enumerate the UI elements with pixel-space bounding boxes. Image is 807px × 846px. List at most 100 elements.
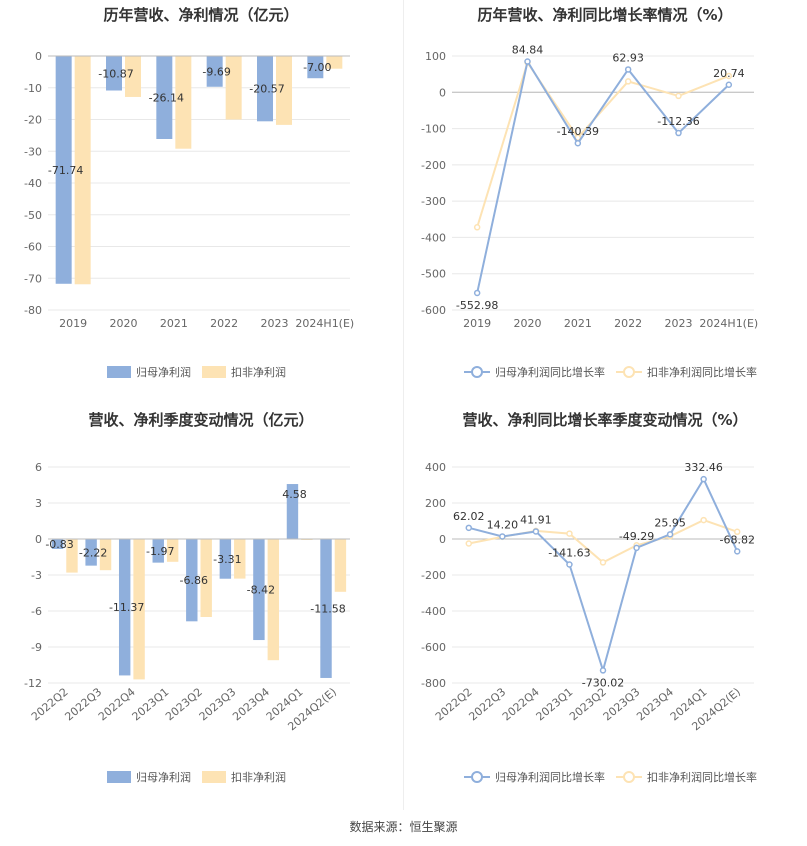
data-label: 25.95 — [654, 516, 686, 529]
chart-annual-growth: 历年营收、净利同比增长率情况（%） 100 0 -100 -200 -300 -400 -50… — [421, 6, 758, 379]
legend-marker-series2 — [623, 771, 635, 783]
point-series2 — [725, 72, 733, 80]
legend-swatch-series2 — [202, 366, 226, 378]
line-series1 — [476, 58, 730, 294]
point-series2 — [624, 78, 632, 85]
line-series2 — [476, 60, 730, 228]
panel-quarterly-growth: 营收、净利同比增长率季度变动情况（%） 400 200 0 -200 -400 -600 -8… — [404, 405, 807, 805]
y-tick-label: 0 — [35, 533, 42, 546]
point-series1 — [574, 139, 582, 147]
point-series1 — [733, 548, 741, 555]
bar-series2 — [175, 56, 192, 149]
bar-series1 — [253, 539, 265, 641]
x-tick-label: 2023Q2 — [567, 685, 609, 723]
x-tick-label: 2022 — [614, 317, 642, 330]
y-tick-label: -800 — [421, 677, 446, 690]
data-label: -3.31 — [213, 553, 241, 566]
point-series1 — [624, 66, 632, 73]
data-label: -112.36 — [657, 115, 699, 128]
bar-series2 — [326, 56, 343, 69]
y-tick-label: -20 — [24, 114, 42, 127]
legend-swatch-series2 — [202, 771, 226, 783]
legend-swatch-series1 — [107, 771, 131, 783]
y-tick-label: 400 — [425, 461, 446, 474]
x-tick-label: 2022Q2 — [29, 685, 71, 723]
data-label: -2.22 — [79, 546, 107, 559]
point-series1 — [666, 531, 674, 538]
point-series2 — [566, 530, 573, 537]
x-tick-label: 2022Q2 — [433, 685, 475, 723]
bar-series2 — [334, 539, 347, 592]
bar-series2 — [66, 539, 78, 573]
legend-marker-series2 — [623, 366, 635, 378]
x-tick-label: 2023Q3 — [197, 685, 239, 723]
x-tick-label: 2023Q2 — [163, 685, 205, 723]
y-tick-label: -10 — [24, 82, 42, 95]
chart-title: 历年营收、净利同比增长率情况（%） — [477, 6, 732, 24]
data-label: 84.84 — [512, 44, 544, 57]
data-label: -552.98 — [456, 299, 498, 312]
x-tick-label: 2022Q4 — [96, 685, 138, 723]
y-tick-label: 200 — [425, 497, 446, 510]
y-tick-label: -200 — [421, 569, 446, 582]
legend-label-series1: 归母净利润同比增长率 — [495, 365, 605, 379]
legend-marker-series1 — [471, 366, 483, 378]
x-tick-label: 2022Q3 — [62, 685, 104, 723]
x-tick-label: 2019 — [463, 317, 491, 330]
data-label: -71.74 — [48, 164, 83, 177]
data-label: 62.93 — [612, 51, 644, 64]
legend-swatch-series1 — [107, 366, 131, 378]
x-tick-label: 2023Q3 — [601, 685, 643, 723]
y-tick-label: 100 — [425, 50, 446, 63]
panel-annual-profit: 历年营收、净利情况（亿元） 0 -10 -20 -30 -40 -50 -60 -70 -80 -7… — [0, 0, 403, 400]
bar-series1 — [156, 56, 173, 139]
bar-series2 — [133, 539, 145, 680]
data-label: -10.87 — [98, 67, 133, 80]
bar-series1 — [85, 539, 97, 566]
data-label: 20.74 — [713, 67, 745, 80]
bar-series2 — [200, 539, 212, 617]
y-tick-label: 0 — [439, 533, 446, 546]
legend-label-series1: 归母净利润同比增长率 — [495, 770, 605, 784]
x-tick-label: 2021 — [160, 317, 188, 330]
x-tick-label: 2023Q4 — [230, 685, 272, 723]
y-tick-label: 3 — [35, 497, 42, 510]
legend-label-series2: 扣非净利润 — [231, 770, 286, 784]
data-label: -49.29 — [619, 530, 654, 543]
x-tick-label: 2023 — [261, 317, 289, 330]
data-label: 332.46 — [684, 461, 723, 474]
legend-label-series1: 归母净利润 — [136, 770, 191, 784]
data-label: -140.39 — [557, 125, 599, 138]
legend-label-series2: 扣非净利润 — [231, 365, 286, 379]
bar-series1 — [206, 56, 223, 87]
bar-series1 — [320, 539, 332, 678]
y-tick-label: -60 — [24, 241, 42, 254]
bar-series1 — [186, 539, 198, 622]
bar-series1 — [219, 539, 232, 579]
point-series1 — [675, 129, 682, 137]
y-tick-label: -30 — [24, 145, 42, 158]
y-tick-label: -400 — [421, 605, 446, 618]
chart-title: 营收、净利季度变动情况（亿元） — [88, 411, 313, 429]
data-label: -11.58 — [310, 602, 345, 615]
bar-series1 — [106, 56, 122, 91]
data-label: -7.00 — [303, 61, 331, 74]
x-tick-label: 2023Q1 — [130, 685, 172, 723]
bar-series2 — [166, 539, 179, 562]
bar-series1 — [257, 56, 273, 122]
point-series1 — [524, 58, 531, 65]
chart-annual-profit: 历年营收、净利情况（亿元） 0 -10 -20 -30 -40 -50 -60 -70 -80 -7… — [24, 6, 354, 379]
point-series2 — [599, 559, 607, 566]
y-tick-label: -6 — [31, 605, 42, 618]
point-series1 — [465, 524, 473, 532]
bar-series2 — [74, 56, 91, 285]
data-label: -730.02 — [582, 676, 624, 689]
panel-quarterly-profit: 营收、净利季度变动情况（亿元） 6 3 0 -3 -6 -9 -12 -0.83 -2.22 -11… — [0, 405, 403, 805]
chart-quarterly-growth: 营收、净利同比增长率季度变动情况（%） 400 200 0 -200 -400 -600 -8… — [421, 411, 757, 784]
y-tick-label: -200 — [421, 159, 446, 172]
y-tick-label: -50 — [24, 209, 42, 222]
point-series2 — [675, 92, 682, 100]
data-label: 62.02 — [453, 510, 485, 523]
data-label: -26.14 — [149, 91, 184, 104]
point-series1 — [499, 533, 506, 540]
